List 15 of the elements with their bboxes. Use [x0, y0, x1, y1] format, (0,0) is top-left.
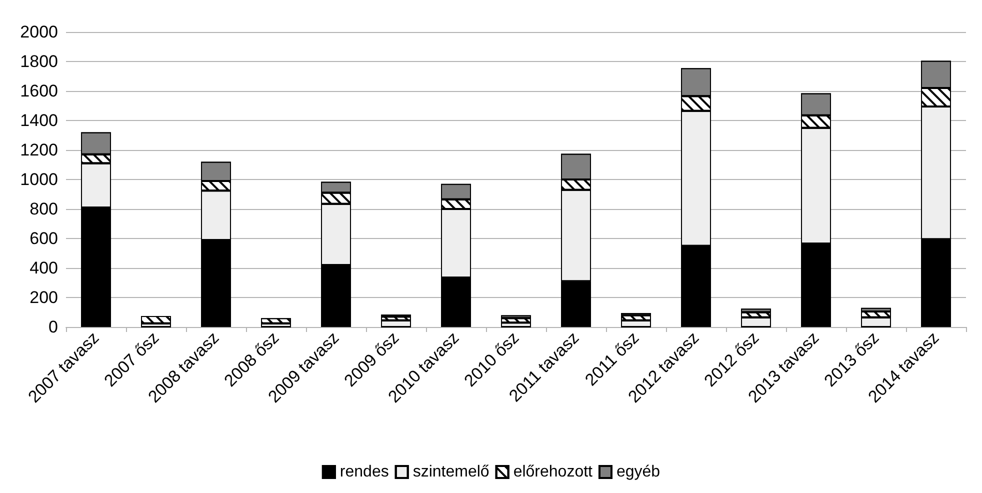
y-tick-label: 1800 — [20, 52, 58, 71]
y-tick-label: 200 — [30, 288, 58, 307]
y-tick-label: 400 — [30, 258, 58, 278]
legend-label: rendes — [340, 464, 389, 480]
legend-label: egyéb — [616, 464, 660, 480]
y-tick-label: 2000 — [20, 22, 58, 42]
y-tick-label: 0 — [48, 318, 58, 336]
y-tick-label: 1200 — [20, 140, 58, 160]
y-tick-label: 600 — [30, 229, 58, 248]
y-tick-label: 1000 — [20, 170, 58, 189]
y-tick-label: 1600 — [20, 82, 58, 100]
y-tick-label: 800 — [30, 200, 58, 218]
legend-label: előrehozott — [513, 464, 594, 480]
y-tick-label: 1400 — [20, 111, 58, 130]
legend-label: szintemelő — [412, 464, 490, 480]
